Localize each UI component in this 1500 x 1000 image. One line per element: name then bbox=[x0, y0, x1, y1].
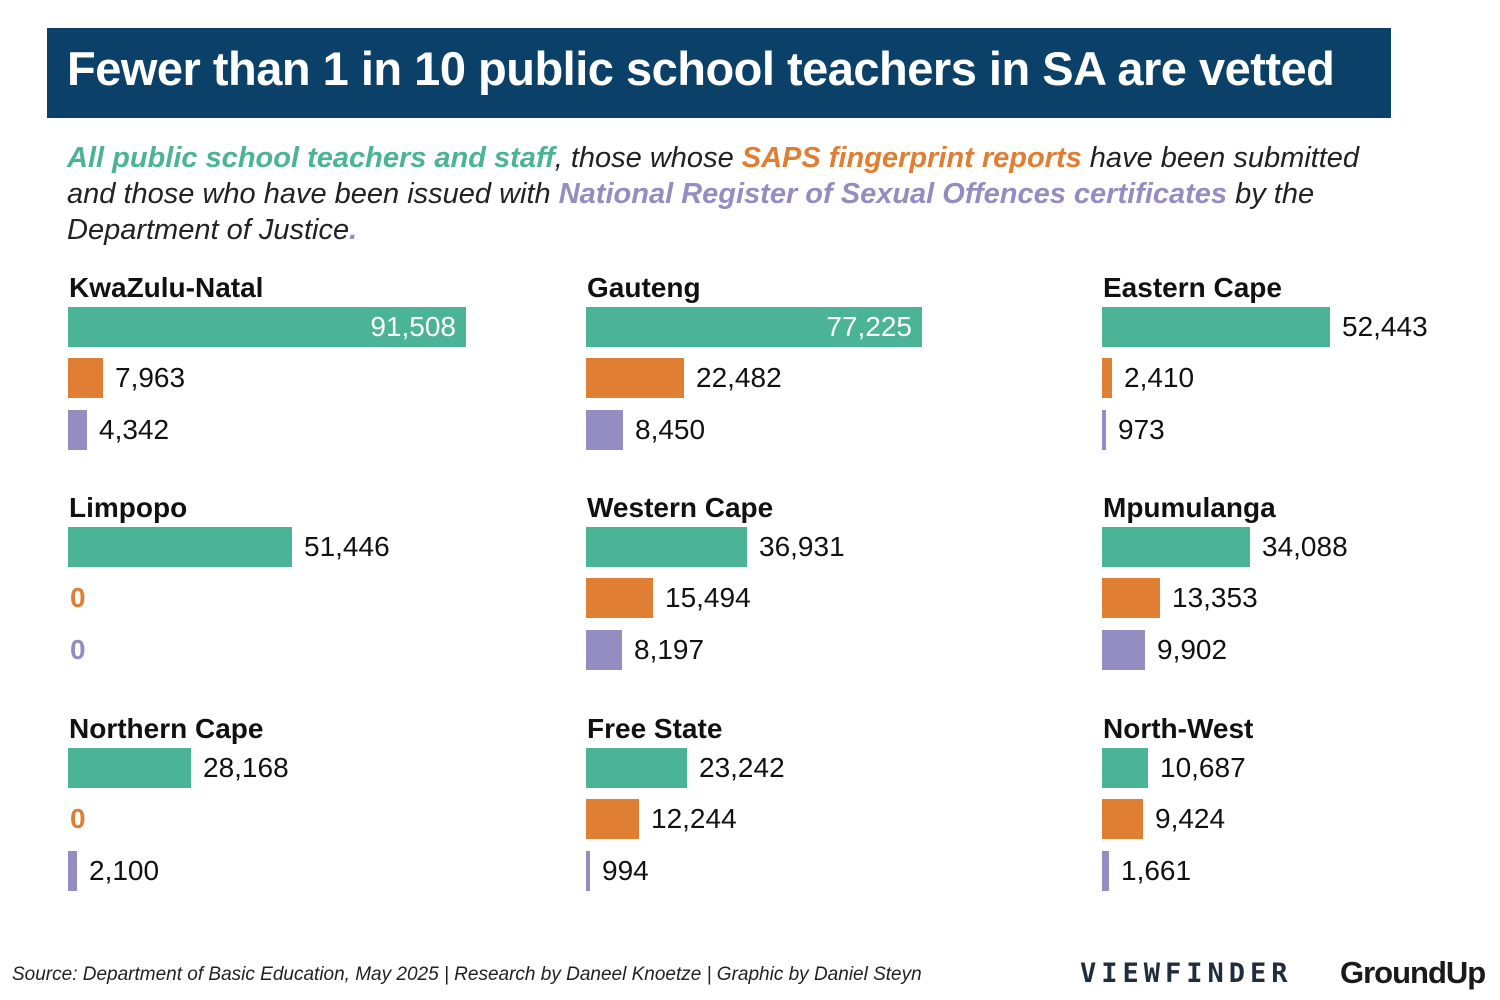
data-label: 36,931 bbox=[759, 531, 845, 562]
bar-series-3 bbox=[1102, 630, 1145, 670]
data-label: 23,242 bbox=[699, 752, 785, 783]
bar-series-1 bbox=[68, 307, 466, 347]
viewfinder-logo: VIEWFINDER bbox=[1080, 958, 1293, 989]
data-label: 0 bbox=[70, 634, 86, 665]
panel-free-state: Free State 23,242 12,244 994 bbox=[586, 713, 1056, 913]
panel-title: North-West bbox=[1103, 713, 1254, 744]
title-banner: Fewer than 1 in 10 public school teacher… bbox=[47, 28, 1391, 118]
subtitle-segment: by the Department of Justice bbox=[67, 178, 1315, 246]
data-label: 1,661 bbox=[1121, 855, 1192, 886]
panel-kwazulu-natal: KwaZulu-Natal 91,508 7,963 4,342 bbox=[68, 272, 538, 472]
subtitle-segment: All public school teachers and staff bbox=[67, 142, 555, 174]
data-label: 52,443 bbox=[1342, 311, 1428, 342]
panel-gauteng: Gauteng 77,225 22,482 8,450 bbox=[586, 272, 1056, 472]
data-label: 994 bbox=[602, 855, 649, 886]
bar-series-2 bbox=[68, 358, 103, 398]
panel-eastern-cape: Eastern Cape 52,443 2,410 973 bbox=[1102, 272, 1500, 472]
subtitle-segment: . bbox=[349, 214, 358, 246]
panel-title: Limpopo bbox=[69, 492, 188, 523]
chart-title: Fewer than 1 in 10 public school teacher… bbox=[67, 42, 1335, 95]
data-label: 13,353 bbox=[1172, 582, 1258, 613]
chart-subtitle: All public school teachers and staff, th… bbox=[67, 140, 1367, 248]
panel-title: KwaZulu-Natal bbox=[69, 272, 264, 303]
bar-series-1 bbox=[1102, 527, 1250, 567]
data-label: 91,508 bbox=[370, 311, 456, 342]
data-label: 0 bbox=[70, 803, 86, 834]
panel-title: Western Cape bbox=[587, 492, 774, 523]
panel-title: Gauteng bbox=[587, 272, 701, 303]
bar-series-3 bbox=[1102, 851, 1109, 891]
bar-series-3 bbox=[586, 630, 622, 670]
bar-series-3 bbox=[68, 410, 87, 450]
bar-series-1 bbox=[1102, 307, 1330, 347]
bar-series-2 bbox=[1102, 578, 1160, 618]
data-label: 51,446 bbox=[304, 531, 390, 562]
bar-series-3 bbox=[68, 851, 77, 891]
panel-title: Mpumulanga bbox=[1103, 492, 1276, 523]
data-label: 8,450 bbox=[635, 414, 706, 445]
panel-title: Eastern Cape bbox=[1103, 272, 1282, 303]
data-label: 7,963 bbox=[115, 362, 186, 393]
subtitle-segment: SAPS fingerprint reports bbox=[741, 142, 1082, 174]
subtitle-segment: have been submitted and those who have b… bbox=[67, 142, 1360, 210]
data-label: 2,410 bbox=[1124, 362, 1195, 393]
bar-series-3 bbox=[586, 410, 623, 450]
data-label: 77,225 bbox=[826, 311, 912, 342]
subtitle-segment: National Register of Sexual Offences cer… bbox=[558, 178, 1228, 210]
data-label: 973 bbox=[1118, 414, 1165, 445]
data-label: 4,342 bbox=[99, 414, 170, 445]
panel-mpumulanga: Mpumulanga 34,088 13,353 9,902 bbox=[1102, 492, 1500, 692]
panel-title: Northern Cape bbox=[69, 713, 264, 744]
data-label: 0 bbox=[70, 582, 86, 613]
panel-northern-cape: Northern Cape 28,168 0 2,100 bbox=[68, 713, 538, 913]
data-label: 2,100 bbox=[89, 855, 160, 886]
bar-series-1 bbox=[586, 307, 922, 347]
bar-series-1 bbox=[68, 748, 191, 788]
bar-series-2 bbox=[1102, 799, 1143, 839]
panel-north-west: North-West 10,687 9,424 1,661 bbox=[1102, 713, 1500, 913]
bar-series-1 bbox=[586, 748, 687, 788]
bar-series-1 bbox=[68, 527, 292, 567]
subtitle-segment: , those whose bbox=[554, 142, 742, 174]
bar-series-1 bbox=[586, 527, 747, 567]
groundup-logo: GroundUp bbox=[1340, 955, 1486, 990]
panel-title: Free State bbox=[587, 713, 723, 744]
bar-series-3 bbox=[1102, 410, 1106, 450]
data-label: 28,168 bbox=[203, 752, 289, 783]
bar-series-1 bbox=[1102, 748, 1148, 788]
bar-series-2 bbox=[586, 578, 653, 618]
data-label: 10,687 bbox=[1160, 752, 1246, 783]
data-label: 15,494 bbox=[665, 582, 751, 613]
data-label: 34,088 bbox=[1262, 531, 1348, 562]
bar-series-2 bbox=[586, 799, 639, 839]
panel-western-cape: Western Cape 36,931 15,494 8,197 bbox=[586, 492, 1056, 692]
data-label: 9,424 bbox=[1155, 803, 1226, 834]
data-label: 22,482 bbox=[696, 362, 782, 393]
bar-series-3 bbox=[586, 851, 590, 891]
source-note: Source: Department of Basic Education, M… bbox=[12, 964, 922, 985]
bar-series-2 bbox=[1102, 358, 1112, 398]
panel-limpopo: Limpopo 51,446 0 0 bbox=[68, 492, 538, 692]
data-label: 12,244 bbox=[651, 803, 737, 834]
bar-series-2 bbox=[586, 358, 684, 398]
data-label: 9,902 bbox=[1157, 634, 1228, 665]
data-label: 8,197 bbox=[634, 634, 705, 665]
